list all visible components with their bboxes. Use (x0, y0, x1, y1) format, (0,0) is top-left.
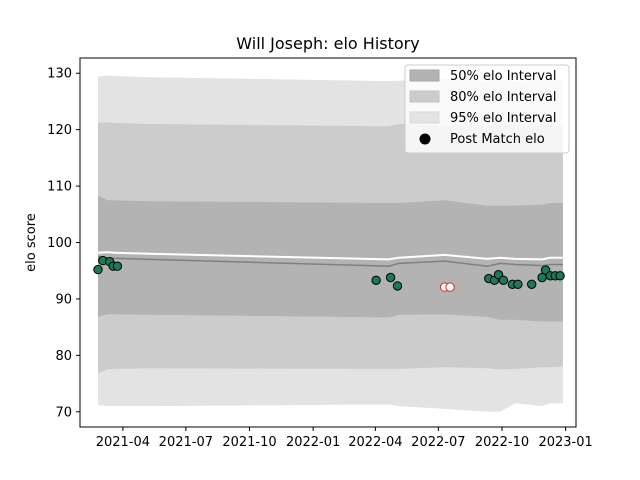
mean-elo-line (97, 255, 563, 267)
fair-elo-line (97, 251, 563, 261)
x-tick-label: 2023-01 (538, 435, 592, 450)
y-tick-label: 70 (55, 405, 72, 420)
x-tick-label: 2021-04 (96, 435, 150, 450)
x-tick-label: 2022-04 (348, 435, 402, 450)
x-tick-label: 2022-07 (411, 435, 465, 450)
x-tick-label: 2021-10 (222, 435, 276, 450)
legend: 50% elo Interval 80% elo Interval 95% el… (404, 64, 570, 154)
x-tick-label: 2021-07 (159, 435, 213, 450)
x-axis: 2021-04 2021-07 2021-10 2022-01 2022-04 2022-… (96, 427, 593, 450)
x-tick-label: 2022-01 (286, 435, 340, 450)
post-match-point (555, 271, 565, 281)
post-match-points (93, 255, 565, 292)
post-match-point (371, 275, 381, 285)
x-tick-label: 2022-10 (475, 435, 529, 450)
legend-label-post-match: Post Match elo (450, 132, 545, 147)
y-tick-label: 80 (55, 349, 72, 364)
legend-swatch-80 (409, 90, 440, 103)
chart-title: Will Joseph: elo History (236, 34, 419, 53)
y-tick-label: 120 (47, 123, 72, 138)
post-match-point (93, 264, 103, 275)
trend-lines (97, 251, 563, 267)
legend-swatch-50 (409, 69, 440, 82)
y-tick-label: 130 (47, 67, 72, 82)
post-match-point (498, 275, 509, 285)
legend-label-80: 80% elo Interval (450, 90, 557, 105)
legend-marker-post-match (419, 133, 431, 145)
y-tick-label: 90 (55, 292, 72, 307)
interval-bands (98, 75, 563, 412)
y-tick-label: 110 (47, 180, 72, 195)
legend-label-95: 95% elo Interval (450, 111, 557, 126)
legend-swatch-95 (409, 111, 440, 124)
post-match-point (112, 261, 123, 271)
post-match-point (527, 279, 537, 289)
y-axis: 70 80 90 100 110 120 130 (47, 67, 80, 420)
legend-frame (404, 64, 570, 154)
y-axis-label: elo score (24, 213, 39, 272)
hollow-match-point (445, 282, 455, 292)
legend-label-50: 50% elo Interval (450, 69, 557, 84)
post-match-point (513, 279, 523, 289)
y-tick-label: 100 (47, 236, 72, 251)
post-match-point (385, 272, 396, 283)
post-match-point (392, 281, 403, 291)
